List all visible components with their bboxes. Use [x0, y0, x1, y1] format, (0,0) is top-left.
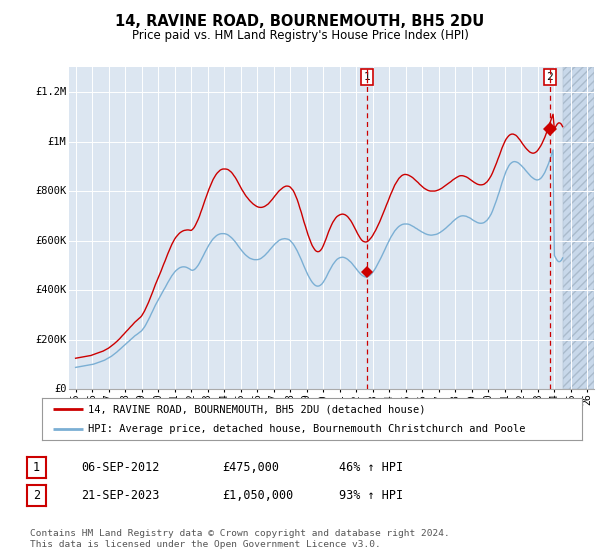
- Text: 1: 1: [33, 461, 40, 474]
- Text: £1.2M: £1.2M: [35, 87, 67, 97]
- Text: 21-SEP-2023: 21-SEP-2023: [81, 489, 160, 502]
- Text: 46% ↑ HPI: 46% ↑ HPI: [339, 461, 403, 474]
- Text: 14, RAVINE ROAD, BOURNEMOUTH, BH5 2DU (detached house): 14, RAVINE ROAD, BOURNEMOUTH, BH5 2DU (d…: [88, 404, 425, 414]
- Text: £475,000: £475,000: [222, 461, 279, 474]
- Text: Price paid vs. HM Land Registry's House Price Index (HPI): Price paid vs. HM Land Registry's House …: [131, 29, 469, 42]
- Text: £800K: £800K: [35, 186, 67, 196]
- Text: £400K: £400K: [35, 285, 67, 295]
- Bar: [563, 67, 594, 389]
- Bar: [563, 67, 594, 389]
- Text: £200K: £200K: [35, 335, 67, 344]
- Text: 06-SEP-2012: 06-SEP-2012: [81, 461, 160, 474]
- Text: HPI: Average price, detached house, Bournemouth Christchurch and Poole: HPI: Average price, detached house, Bour…: [88, 424, 526, 434]
- Text: 14, RAVINE ROAD, BOURNEMOUTH, BH5 2DU: 14, RAVINE ROAD, BOURNEMOUTH, BH5 2DU: [115, 14, 485, 29]
- Text: £1M: £1M: [47, 137, 67, 147]
- Text: £0: £0: [54, 384, 67, 394]
- Text: 1: 1: [364, 72, 371, 82]
- Text: £1,050,000: £1,050,000: [222, 489, 293, 502]
- Text: £600K: £600K: [35, 236, 67, 246]
- Text: Contains HM Land Registry data © Crown copyright and database right 2024.
This d: Contains HM Land Registry data © Crown c…: [30, 529, 450, 549]
- Text: 93% ↑ HPI: 93% ↑ HPI: [339, 489, 403, 502]
- Text: 2: 2: [33, 489, 40, 502]
- Text: 2: 2: [547, 72, 553, 82]
